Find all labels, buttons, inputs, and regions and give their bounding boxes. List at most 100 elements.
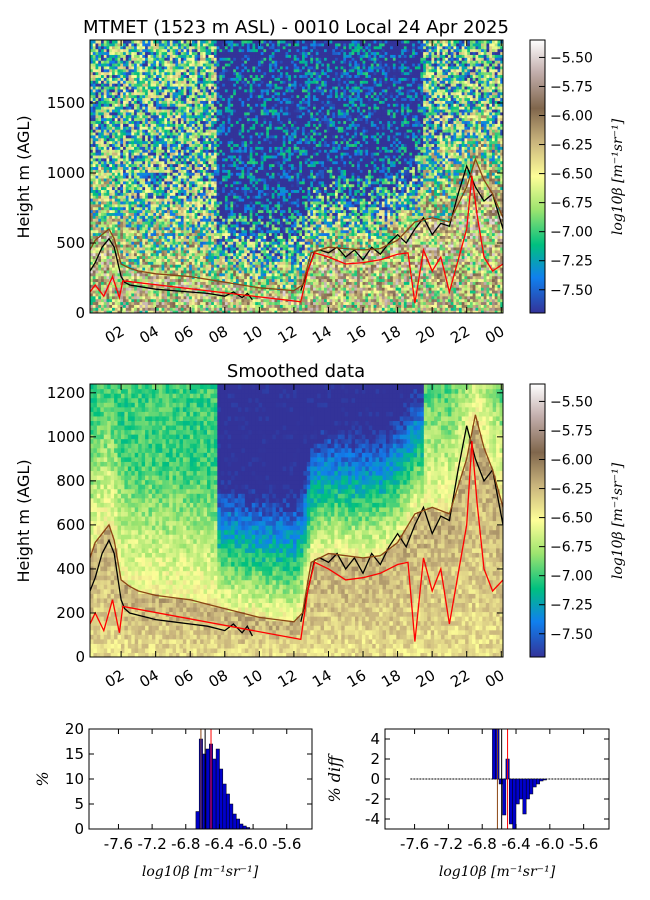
heatmap-cell (106, 94, 110, 99)
heatmap-cell (112, 255, 116, 259)
heatmap-cell (172, 103, 176, 107)
heatmap-cell (90, 221, 94, 225)
heatmap-cell (158, 106, 163, 110)
heatmap-cell (131, 51, 135, 55)
heatmap-cell (142, 108, 146, 113)
heatmap-cell (103, 74, 108, 78)
heatmap-cell (120, 258, 124, 262)
heatmap-cell (125, 301, 130, 305)
heatmap-cell (114, 97, 119, 101)
heatmap-cell (156, 163, 160, 168)
heatmap-cell (142, 275, 146, 280)
heatmap-cell (175, 68, 179, 73)
heatmap-cell (172, 143, 176, 147)
heatmap-cell (120, 51, 124, 55)
heatmap-cell (114, 229, 119, 234)
heatmap-cell (150, 241, 154, 245)
heatmap-cell (134, 241, 138, 245)
heatmap-cell (125, 94, 130, 99)
heatmap-cell (109, 45, 113, 50)
heatmap-cell (158, 88, 163, 93)
heatmap-cell (150, 180, 154, 185)
heatmap-cell (147, 180, 152, 185)
heatmap-cell (128, 131, 132, 136)
heatmap-cell (134, 295, 138, 300)
heatmap-cell (106, 146, 110, 150)
heatmap-cell (164, 88, 168, 93)
heatmap-cell (164, 203, 168, 208)
heatmap-cell (120, 249, 124, 254)
heatmap-cell (92, 120, 97, 124)
heatmap-cell (112, 203, 116, 208)
heatmap-cell (139, 85, 143, 90)
heatmap-cell (161, 80, 165, 84)
heatmap-cell (175, 269, 179, 274)
heatmap-cell (95, 189, 99, 193)
heatmap-cell (103, 255, 108, 259)
heatmap-cell (156, 103, 160, 107)
heatmap-cell (134, 163, 138, 168)
heatmap-cell (90, 212, 94, 216)
heatmap-cell (150, 269, 154, 274)
heatmap-cell (106, 223, 110, 228)
heatmap-cell (90, 60, 94, 64)
heatmap-cell (114, 80, 119, 84)
heatmap-cell (92, 180, 97, 185)
heatmap-cell (125, 255, 130, 259)
heatmap-cell (161, 154, 165, 159)
heatmap-cell (172, 307, 176, 311)
heatmap-cell (147, 284, 152, 288)
heatmap-cell (136, 212, 141, 216)
heatmap-cell (112, 249, 116, 254)
heatmap-cell (103, 154, 108, 159)
heatmap-cell (158, 290, 163, 294)
heatmap-cell (147, 123, 152, 127)
heatmap-cell (150, 149, 154, 153)
heatmap-cell (156, 215, 160, 219)
heatmap-cell (156, 235, 160, 239)
heatmap-cell (156, 192, 160, 196)
heatmap-cell (109, 103, 113, 107)
heatmap-cell (175, 137, 179, 142)
heatmap-cell (134, 131, 138, 136)
heatmap-cell (120, 226, 124, 231)
heatmap-cell (142, 195, 146, 199)
heatmap-cell (161, 264, 165, 268)
heatmap-cell (172, 241, 176, 245)
heatmap-cell (131, 180, 135, 185)
heatmap-cell (114, 200, 119, 205)
heatmap-cell (136, 123, 141, 127)
heatmap-cell (172, 123, 176, 127)
heatmap-cell (117, 65, 121, 70)
heatmap-cell (169, 175, 174, 179)
heatmap-cell (136, 137, 141, 142)
heatmap-cell (134, 80, 138, 84)
heatmap-cell (109, 290, 113, 294)
heatmap-cell (112, 140, 116, 145)
heatmap-cell (153, 114, 157, 119)
heatmap-cell (153, 246, 157, 251)
heatmap-cell (128, 278, 132, 282)
heatmap-cell (172, 310, 176, 313)
heatmap-cell (169, 275, 174, 280)
heatmap-cell (164, 172, 168, 176)
heatmap-cell (103, 157, 108, 162)
heatmap-cell (103, 301, 108, 305)
heatmap-cell (114, 71, 119, 76)
heatmap-cell (123, 241, 127, 245)
heatmap-cell (90, 94, 94, 99)
heatmap-cell (175, 129, 179, 133)
heatmap-cell (90, 183, 94, 188)
heatmap-cell (95, 177, 99, 182)
heatmap-cell (172, 80, 176, 84)
heatmap-cell (95, 149, 99, 153)
heatmap-cell (153, 65, 157, 70)
heatmap-cell (158, 203, 163, 208)
heatmap-cell (117, 212, 121, 216)
heatmap-cell (92, 154, 97, 159)
heatmap-cell (123, 258, 127, 262)
heatmap-cell (150, 51, 154, 55)
heatmap-cell (120, 287, 124, 291)
heatmap-cell (150, 143, 154, 147)
heatmap-cell (150, 126, 154, 130)
